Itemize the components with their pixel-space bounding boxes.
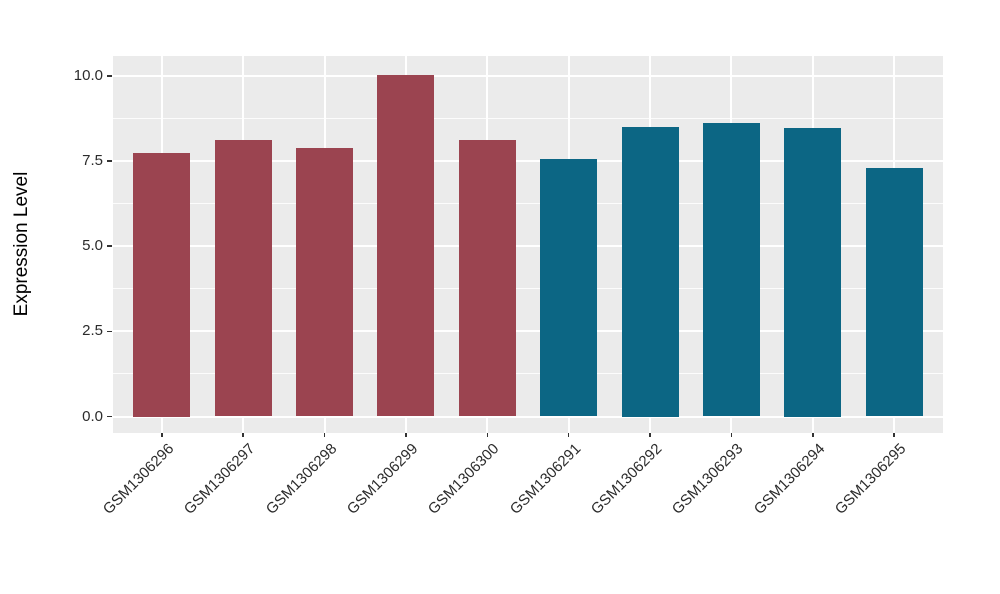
x-tick-mark bbox=[323, 433, 326, 437]
x-tick-mark bbox=[405, 433, 407, 437]
major-gridline bbox=[113, 74, 943, 77]
y-tick-mark bbox=[107, 160, 112, 162]
bar-GSM1306292 bbox=[621, 127, 679, 417]
x-tick-label: GSM1306292 bbox=[587, 440, 666, 518]
bar-GSM1306293 bbox=[702, 122, 760, 417]
y-tick-mark bbox=[107, 415, 112, 418]
x-tick-label: GSM1306299 bbox=[343, 440, 422, 518]
x-tick-label: GSM1306300 bbox=[425, 440, 503, 518]
x-tick-mark bbox=[161, 433, 163, 437]
x-tick-mark bbox=[567, 433, 570, 437]
y-tick-label: 5.0 bbox=[82, 237, 103, 255]
x-tick-label: GSM1306294 bbox=[750, 440, 829, 518]
y-tick-label: 7.5 bbox=[82, 152, 103, 169]
major-gridline bbox=[113, 160, 943, 162]
bar-GSM1306300 bbox=[458, 139, 516, 417]
y-tick-mark bbox=[107, 330, 112, 333]
bar-GSM1306299 bbox=[377, 75, 435, 417]
x-tick-mark bbox=[486, 433, 489, 437]
minor-gridline bbox=[113, 288, 943, 290]
x-tick-label: GSM1306297 bbox=[181, 440, 259, 518]
x-tick-label: GSM1306296 bbox=[99, 440, 178, 518]
minor-gridline bbox=[113, 118, 943, 119]
x-tick-mark bbox=[812, 433, 814, 437]
major-gridline bbox=[113, 415, 943, 418]
bar-GSM1306295 bbox=[865, 167, 923, 417]
bar-GSM1306297 bbox=[214, 139, 272, 417]
minor-gridline bbox=[113, 373, 943, 375]
y-tick-mark bbox=[107, 75, 112, 77]
x-tick-label: GSM1306298 bbox=[262, 440, 340, 518]
major-gridline bbox=[113, 245, 943, 248]
y-tick-label: 0.0 bbox=[82, 407, 103, 425]
y-axis-title: Expression Level bbox=[11, 171, 32, 316]
plot-panel bbox=[113, 56, 943, 433]
bar-GSM1306291 bbox=[540, 158, 598, 417]
major-gridline bbox=[113, 330, 943, 333]
y-tick-label: 10.0 bbox=[73, 66, 103, 84]
x-tick-mark bbox=[730, 433, 733, 437]
x-tick-mark bbox=[242, 433, 244, 437]
x-tick-label: GSM1306291 bbox=[506, 440, 585, 518]
y-tick-mark bbox=[107, 245, 112, 247]
minor-gridline bbox=[113, 203, 943, 205]
bar-GSM1306296 bbox=[133, 152, 191, 417]
y-tick-label: 2.5 bbox=[82, 322, 103, 340]
bar-GSM1306294 bbox=[784, 128, 842, 417]
expression-bar-chart: Expression Level 0.0 2.5 5.0 7.5 10.0 GSM1306… bbox=[11, 56, 943, 518]
bar-GSM1306298 bbox=[296, 148, 354, 417]
x-tick-label: GSM1306295 bbox=[832, 440, 910, 518]
x-tick-label: GSM1306293 bbox=[669, 440, 747, 518]
x-tick-mark bbox=[649, 433, 651, 437]
x-tick-mark bbox=[893, 433, 895, 437]
